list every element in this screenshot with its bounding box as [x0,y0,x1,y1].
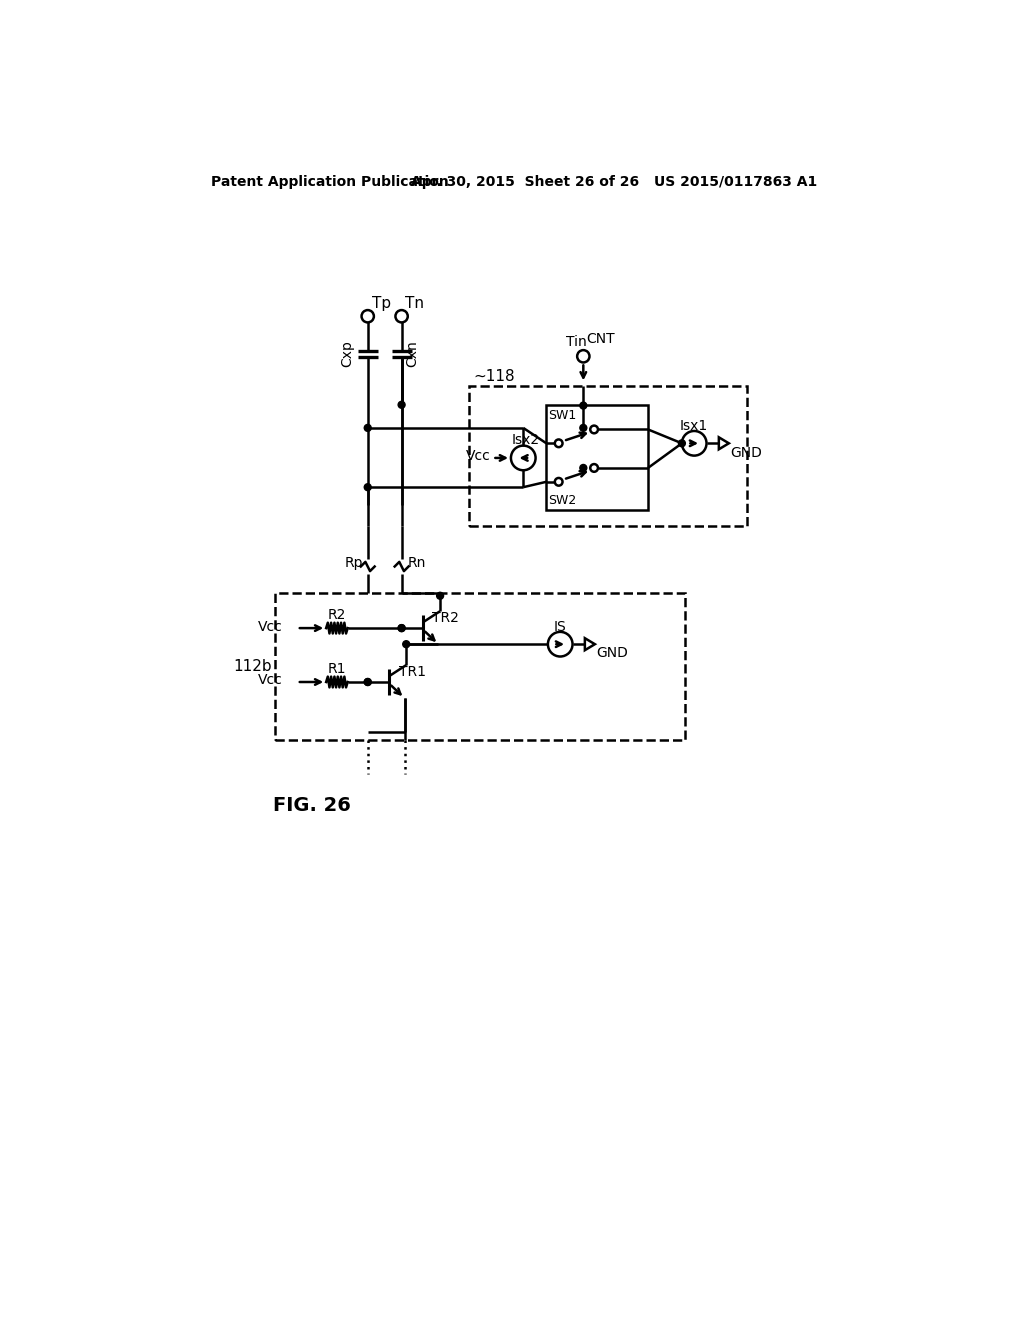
Text: Cxp: Cxp [341,341,354,367]
Text: Vcc: Vcc [258,619,283,634]
Text: TR2: TR2 [432,611,460,624]
Circle shape [398,624,406,631]
Circle shape [679,440,685,446]
Circle shape [580,403,587,409]
Circle shape [580,465,587,471]
Circle shape [365,678,371,685]
Text: R2: R2 [328,609,346,622]
Text: Tp: Tp [372,296,391,310]
Text: SW1: SW1 [548,409,577,422]
Circle shape [398,624,406,631]
Text: GND: GND [596,647,629,660]
Circle shape [402,640,410,648]
Text: Apr. 30, 2015  Sheet 26 of 26: Apr. 30, 2015 Sheet 26 of 26 [411,174,639,189]
Circle shape [398,401,406,408]
Text: Vcc: Vcc [466,449,490,463]
Text: 112b: 112b [233,659,272,675]
Circle shape [436,593,443,599]
Circle shape [580,425,587,432]
Text: Tin: Tin [566,335,587,350]
Text: Isx1: Isx1 [680,418,709,433]
Text: R1: R1 [328,661,346,676]
Bar [275,594,685,739]
Bar [469,385,746,525]
Text: ~118: ~118 [473,368,515,384]
Text: GND: GND [730,446,762,459]
Text: FIG. 26: FIG. 26 [273,796,351,814]
Text: Patent Application Publication: Patent Application Publication [211,174,450,189]
Text: Cxn: Cxn [406,341,420,367]
Text: TR1: TR1 [398,665,426,678]
Text: SW2: SW2 [548,494,577,507]
Circle shape [365,678,371,685]
Text: Isx2: Isx2 [512,433,540,447]
Text: Rn: Rn [408,556,426,570]
Circle shape [365,483,371,491]
Text: IS: IS [554,620,566,634]
Text: CNT: CNT [587,333,615,346]
Bar [547,405,648,511]
Text: US 2015/0117863 A1: US 2015/0117863 A1 [654,174,817,189]
Text: Tn: Tn [406,296,425,310]
Circle shape [365,425,371,432]
Text: Vcc: Vcc [258,673,283,688]
Text: Rp: Rp [345,556,364,570]
